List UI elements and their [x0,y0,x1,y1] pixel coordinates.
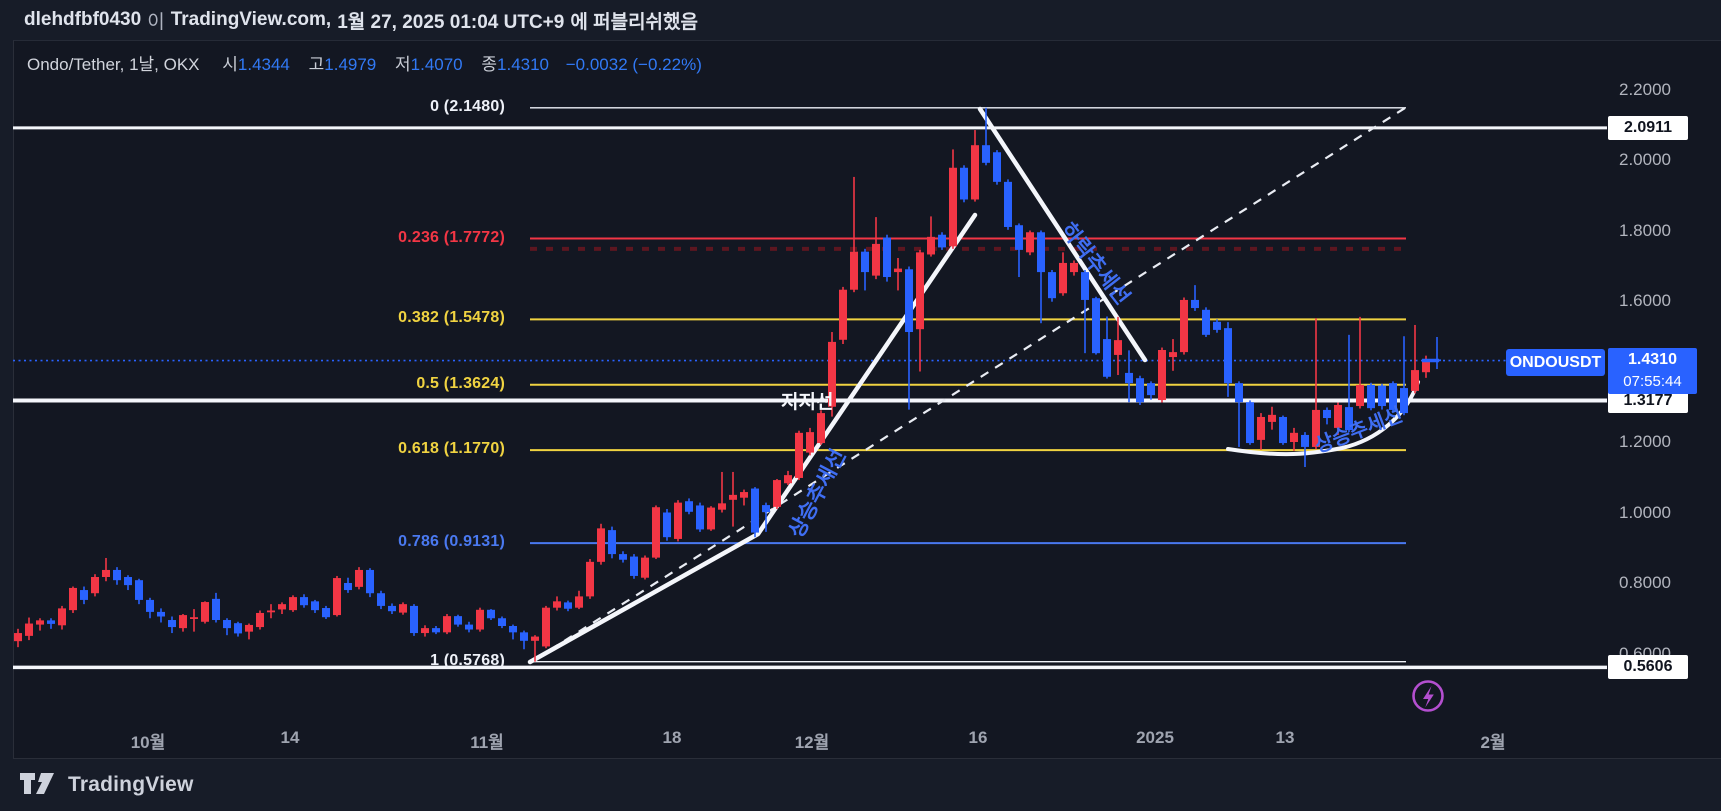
close-value: 1.4310 [497,55,550,74]
fib-level-label: 0 (2.1480) [430,97,505,115]
low-value: 1.4070 [410,55,463,74]
tradingview-logo-text: TradingView [68,773,194,796]
time-axis-label: 13 [1275,728,1295,747]
publish-info-bar: dlehdfbf0430 이 TradingView.com, 1월 27, 2… [0,0,1721,40]
time-axis-label: 2월 [1480,733,1506,752]
price-axis-label: 2.0000 [1619,150,1671,169]
publish-timestamp: 1월 27, 2025 01:04 UTC+9 [337,11,565,33]
tradingview-logo-icon [20,773,54,794]
open-value: 1.4344 [237,55,290,74]
change-value: −0.0032 (−0.22%) [565,55,702,74]
time-axis-label: 2025 [1136,728,1174,747]
support-line-label[interactable]: 지지선 [781,392,834,413]
fib-level-label: 0.236 (1.7772) [398,228,505,246]
high-value: 1.4979 [324,55,377,74]
high-label: 고 [308,55,325,74]
symbol-price-label-badge: ONDOUSDT [1506,349,1605,376]
last-price-value: 1.4310 [1628,351,1677,368]
price-axis-label: 2.2000 [1619,79,1671,99]
close-label: 종 [481,55,498,74]
fib-level-label: 1 (0.5768) [430,651,505,669]
price-axis-label: 1.2000 [1619,432,1671,451]
time-axis-label: 18 [662,728,682,747]
price-axis-label: 0.8000 [1619,573,1671,592]
low-label: 저 [395,55,411,74]
time-axis-label: 11월 [470,733,504,752]
fib-level-label: 0.382 (1.5478) [398,309,505,327]
publish-particle: 이 [147,11,165,33]
publish-suffix: 에 퍼블리쉬했음 [570,11,698,33]
open-label: 시 [222,55,238,74]
fib-level-label: 0.5 (1.3624) [416,374,505,392]
time-axis-label: 16 [968,728,988,747]
bar-countdown: 07:55:44 [1623,373,1682,390]
bottom-strip [0,759,1721,811]
tradingview-logo[interactable]: TradingView [20,772,194,798]
time-axis-label: 14 [280,728,300,747]
author-username[interactable]: dlehdfbf0430 [24,9,142,30]
time-axis-label: 10월 [130,733,166,752]
tradingview-site-link[interactable]: TradingView.com, [170,9,332,30]
fib-level-label: 0.786 (0.9131) [398,533,505,551]
time-axis-label: 12월 [794,733,830,752]
price-axis-label: 1.6000 [1619,291,1671,310]
price-axis-label: 1.0000 [1619,502,1671,522]
symbol-title[interactable]: Ondo/Tether, 1날, OKX [27,55,200,74]
price-axis-label: 1.8000 [1619,220,1671,240]
price-level-badge: 0.5606 [1608,655,1688,680]
last-price-badge: 1.4310 07:55:44 [1608,348,1697,394]
price-level-badge: 2.0911 [1608,115,1688,140]
fib-level-label: 0.618 (1.1770) [398,440,505,458]
symbol-header: Ondo/Tether, 1날, OKX 시1.4344 고1.4979 저1.… [27,50,702,75]
